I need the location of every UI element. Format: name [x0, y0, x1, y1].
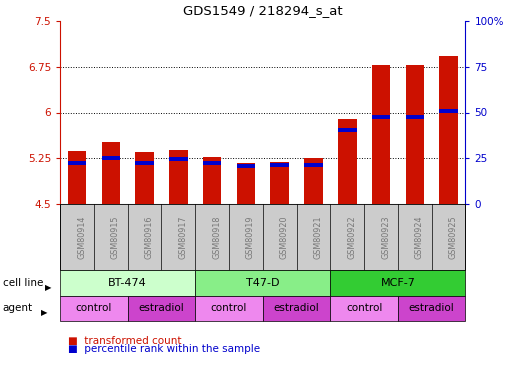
Bar: [372, 116, 390, 119]
Text: ▶: ▶: [45, 283, 51, 292]
Bar: [203, 161, 221, 165]
Bar: [338, 128, 357, 132]
Bar: [372, 65, 390, 204]
Text: ■  percentile rank within the sample: ■ percentile rank within the sample: [68, 344, 260, 354]
Bar: [203, 157, 221, 204]
Text: estradiol: estradiol: [409, 303, 454, 313]
Bar: [68, 151, 86, 204]
Text: GSM80916: GSM80916: [144, 216, 154, 259]
Bar: [405, 116, 424, 119]
Bar: [135, 152, 154, 204]
Text: GSM80918: GSM80918: [212, 216, 221, 259]
Text: GSM80915: GSM80915: [111, 215, 120, 259]
Bar: [304, 162, 323, 166]
Bar: [236, 164, 255, 168]
Text: control: control: [76, 303, 112, 313]
Text: GSM80914: GSM80914: [77, 216, 86, 259]
Text: GSM80922: GSM80922: [347, 215, 356, 259]
Bar: [101, 142, 120, 204]
Text: GSM80925: GSM80925: [449, 215, 458, 259]
Text: ■  transformed count: ■ transformed count: [68, 336, 181, 346]
Bar: [270, 162, 289, 204]
Bar: [270, 162, 289, 166]
Bar: [169, 157, 188, 161]
Text: control: control: [211, 303, 247, 313]
Bar: [439, 56, 458, 204]
Bar: [101, 156, 120, 160]
Bar: [338, 118, 357, 204]
Bar: [68, 161, 86, 165]
Text: estradiol: estradiol: [139, 303, 184, 313]
Text: MCF-7: MCF-7: [380, 278, 415, 288]
Title: GDS1549 / 218294_s_at: GDS1549 / 218294_s_at: [183, 4, 343, 16]
Text: cell line: cell line: [3, 278, 43, 288]
Bar: [236, 163, 255, 204]
Bar: [169, 150, 188, 204]
Bar: [439, 109, 458, 113]
Text: GSM80923: GSM80923: [381, 215, 390, 259]
Text: GSM80920: GSM80920: [280, 215, 289, 259]
Text: agent: agent: [3, 303, 33, 313]
Text: T47-D: T47-D: [246, 278, 280, 288]
Bar: [304, 159, 323, 204]
Text: estradiol: estradiol: [274, 303, 320, 313]
Bar: [135, 161, 154, 165]
Text: BT-474: BT-474: [108, 278, 147, 288]
Bar: [405, 65, 424, 204]
Text: GSM80917: GSM80917: [178, 215, 187, 259]
Text: GSM80921: GSM80921: [313, 215, 323, 259]
Text: GSM80919: GSM80919: [246, 215, 255, 259]
Text: GSM80924: GSM80924: [415, 215, 424, 259]
Text: ▶: ▶: [41, 308, 48, 317]
Text: control: control: [346, 303, 382, 313]
